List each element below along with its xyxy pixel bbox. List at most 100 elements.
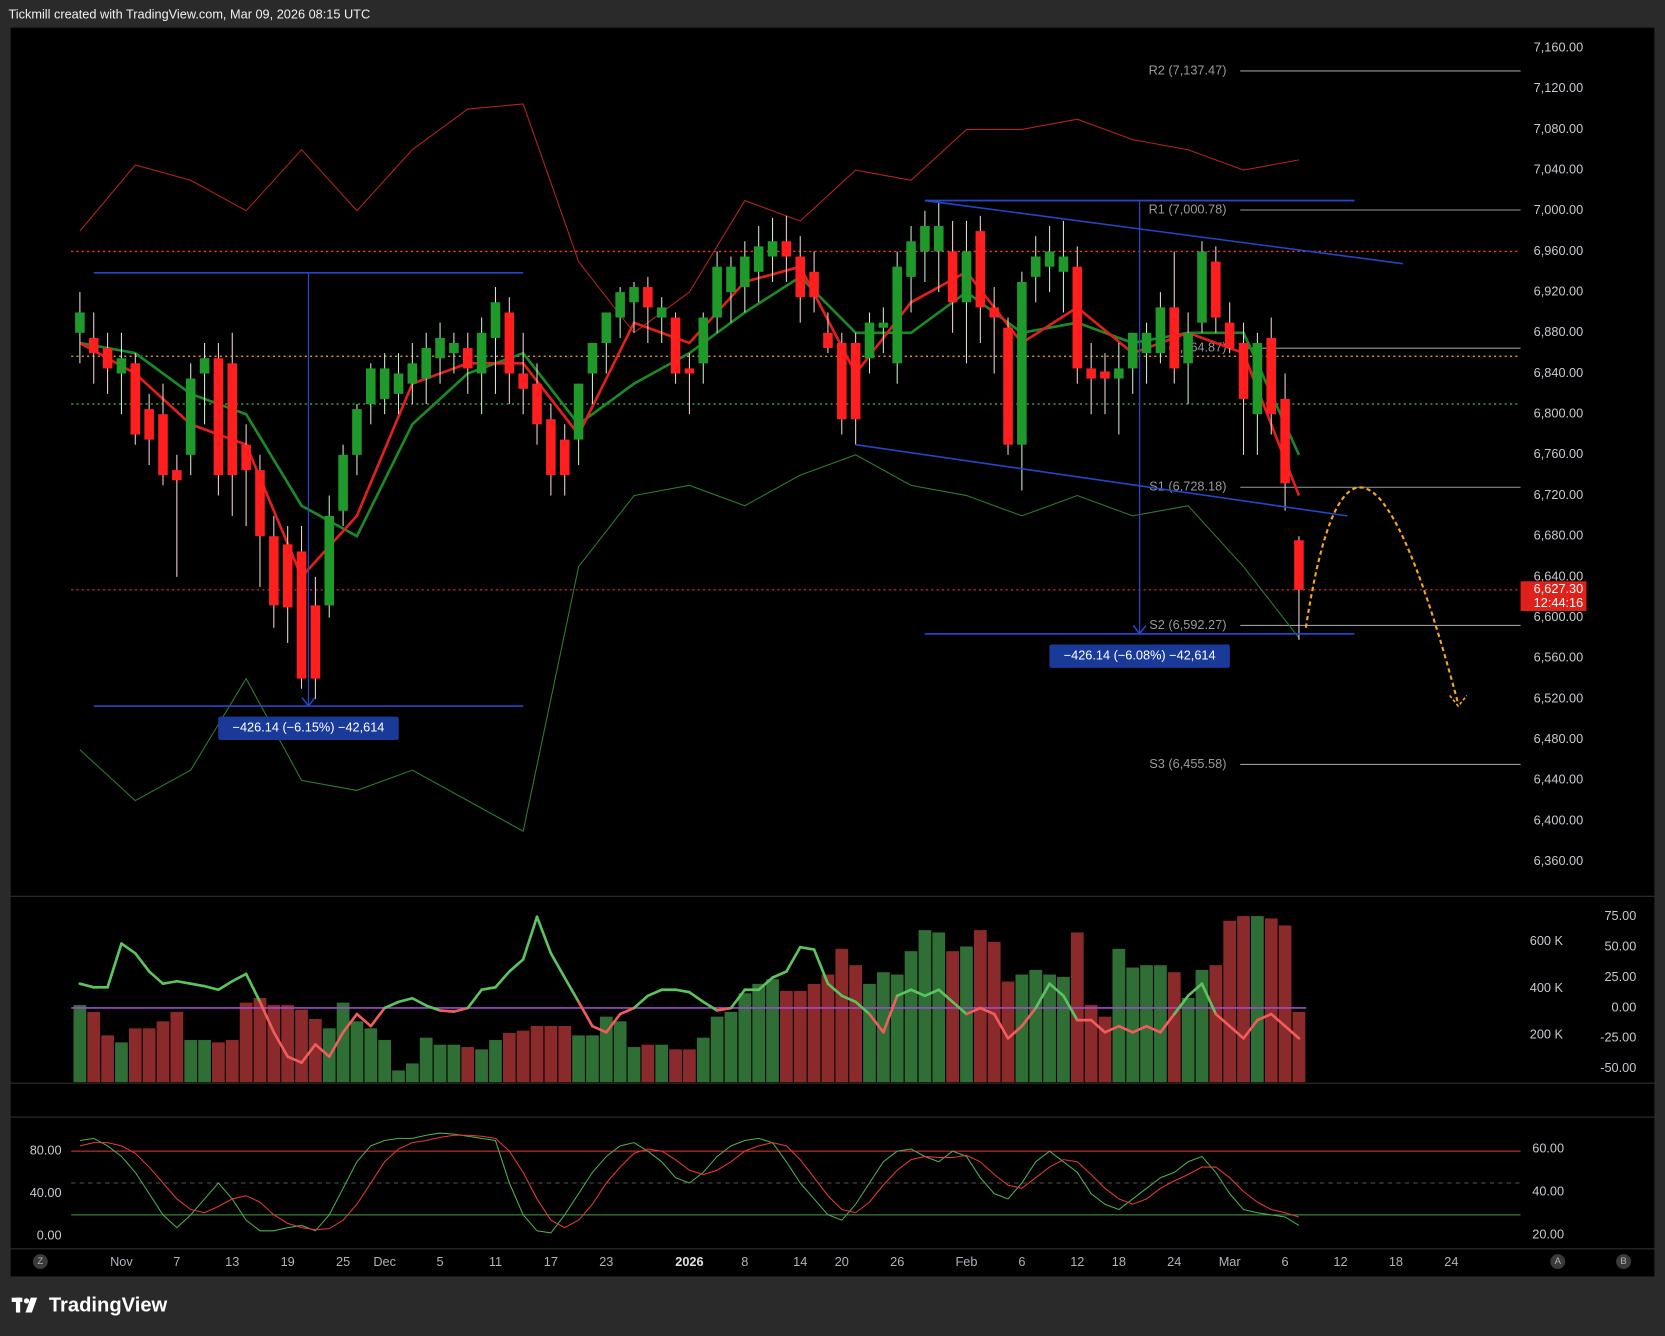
- volume-bar: [696, 1037, 710, 1083]
- oscillator-line: [79, 1132, 1300, 1234]
- candle-body: [1072, 266, 1083, 369]
- oscillator-segment: [1172, 994, 1190, 1016]
- tick-label: 6: [1282, 1254, 1289, 1269]
- candle-body: [352, 409, 362, 455]
- candle-body: [449, 342, 459, 354]
- candle-body: [199, 358, 210, 374]
- measure-label: −426.14 (−6.08%) −42,614: [1064, 648, 1216, 663]
- oscillator-segment: [674, 988, 691, 994]
- oscillator-segment: [369, 1006, 386, 1028]
- toolbar-button-label[interactable]: A: [1555, 1256, 1562, 1267]
- candle-body: [933, 226, 944, 252]
- volume-bar: [115, 1042, 128, 1083]
- logo-part: [15, 1297, 21, 1313]
- volume-bar: [1264, 918, 1278, 1083]
- volume-bar: [87, 1011, 101, 1083]
- pivot-label: R2 (7,137.47): [1149, 62, 1227, 77]
- candle-body: [310, 605, 321, 679]
- volume-bar: [987, 941, 1001, 1083]
- oscillator-segment: [106, 942, 123, 989]
- candle-body: [75, 312, 85, 333]
- oscillator-segment: [632, 994, 650, 1010]
- oscillator-segment: [480, 985, 497, 992]
- volume-bar: [433, 1044, 447, 1083]
- oscillator-segment: [258, 1000, 276, 1034]
- countdown-label: 12:44:16: [1534, 595, 1584, 610]
- oscillator-segment: [1006, 1024, 1024, 1040]
- oscillator-segment: [618, 1006, 636, 1016]
- candle-body: [1266, 337, 1277, 415]
- oscillator-segment: [1020, 1006, 1038, 1028]
- toolbar-button-label[interactable]: B: [1620, 1256, 1626, 1267]
- candle-body: [1169, 307, 1180, 369]
- volume-bar: [683, 1049, 696, 1083]
- oscillator-line: [79, 1134, 1300, 1231]
- oscillator-segment: [1048, 982, 1065, 998]
- candle-body: [615, 292, 625, 318]
- oscillator-segment: [341, 1012, 359, 1034]
- tick-label: Nov: [110, 1254, 133, 1269]
- toolbar-button[interactable]: [1616, 1254, 1632, 1270]
- volume-bar: [572, 1035, 585, 1083]
- volume-bar: [461, 1047, 475, 1083]
- volume-bar: [710, 1016, 724, 1083]
- tick-label: 7,080.00: [1534, 121, 1584, 136]
- candle-body: [1155, 307, 1166, 354]
- tick-label: 6,960.00: [1534, 243, 1584, 258]
- oscillator-segment: [771, 970, 788, 979]
- measure-arrow: [1132, 624, 1147, 636]
- tick-label: 0.00: [1612, 999, 1637, 1014]
- tick-label: 5: [437, 1254, 444, 1269]
- candle-body: [1280, 398, 1290, 484]
- volume-bar: [142, 1028, 156, 1083]
- oscillator-segment: [300, 1043, 317, 1065]
- toolbar-button[interactable]: [32, 1254, 48, 1270]
- oscillator-segment: [314, 1043, 331, 1058]
- volume-bar: [239, 1002, 253, 1083]
- tick-label: 50.00: [1604, 939, 1636, 954]
- volume-bar: [863, 983, 876, 1083]
- candle-body: [947, 251, 958, 303]
- volume-bar: [946, 951, 959, 1083]
- tick-label: 40.00: [30, 1185, 62, 1200]
- tick-label: 6,680.00: [1534, 528, 1584, 543]
- tick-label: 7,160.00: [1534, 39, 1584, 54]
- candle-body: [172, 470, 182, 481]
- tick-label: 6,520.00: [1534, 690, 1584, 705]
- tick-label: 6: [1018, 1254, 1025, 1269]
- candle-body: [116, 358, 127, 374]
- tick-label: 60.00: [1532, 1141, 1564, 1156]
- oscillator-segment: [1200, 982, 1218, 1016]
- candle-body: [906, 241, 916, 277]
- oscillator-segment: [757, 976, 774, 992]
- candle-body: [670, 317, 681, 374]
- candle-body: [684, 368, 695, 374]
- candle-body: [338, 454, 348, 511]
- candle-body: [504, 312, 515, 374]
- volume-bar: [336, 1002, 350, 1083]
- volume-bar: [1029, 969, 1043, 1083]
- volume-bar: [793, 990, 807, 1083]
- tick-label: 12: [1070, 1254, 1084, 1269]
- trend-line: [924, 199, 1403, 265]
- volume-bar: [1126, 967, 1140, 1083]
- tick-label: 6,840.00: [1534, 365, 1584, 380]
- volume-bar: [586, 1035, 599, 1083]
- tick-label: 6,640.00: [1534, 568, 1584, 583]
- candle-body: [1058, 256, 1069, 272]
- volume-bar: [1043, 974, 1056, 1083]
- toolbar-button[interactable]: [1550, 1254, 1566, 1270]
- oscillator-segment: [1242, 1018, 1259, 1040]
- oscillator-segment: [1131, 1024, 1148, 1034]
- oscillator-segment: [992, 1012, 1010, 1040]
- volume-bar: [558, 1025, 572, 1083]
- candle-body: [573, 383, 584, 440]
- volume-bar: [530, 1025, 544, 1083]
- toolbar-button-label[interactable]: Z: [37, 1256, 43, 1267]
- tick-label: 8: [741, 1254, 748, 1269]
- trend-line: [855, 443, 1348, 517]
- tick-label: 75.00: [1604, 908, 1636, 923]
- tick-label: 6,720.00: [1534, 487, 1584, 502]
- candle-body: [435, 337, 445, 359]
- oscillator-segment: [646, 988, 664, 998]
